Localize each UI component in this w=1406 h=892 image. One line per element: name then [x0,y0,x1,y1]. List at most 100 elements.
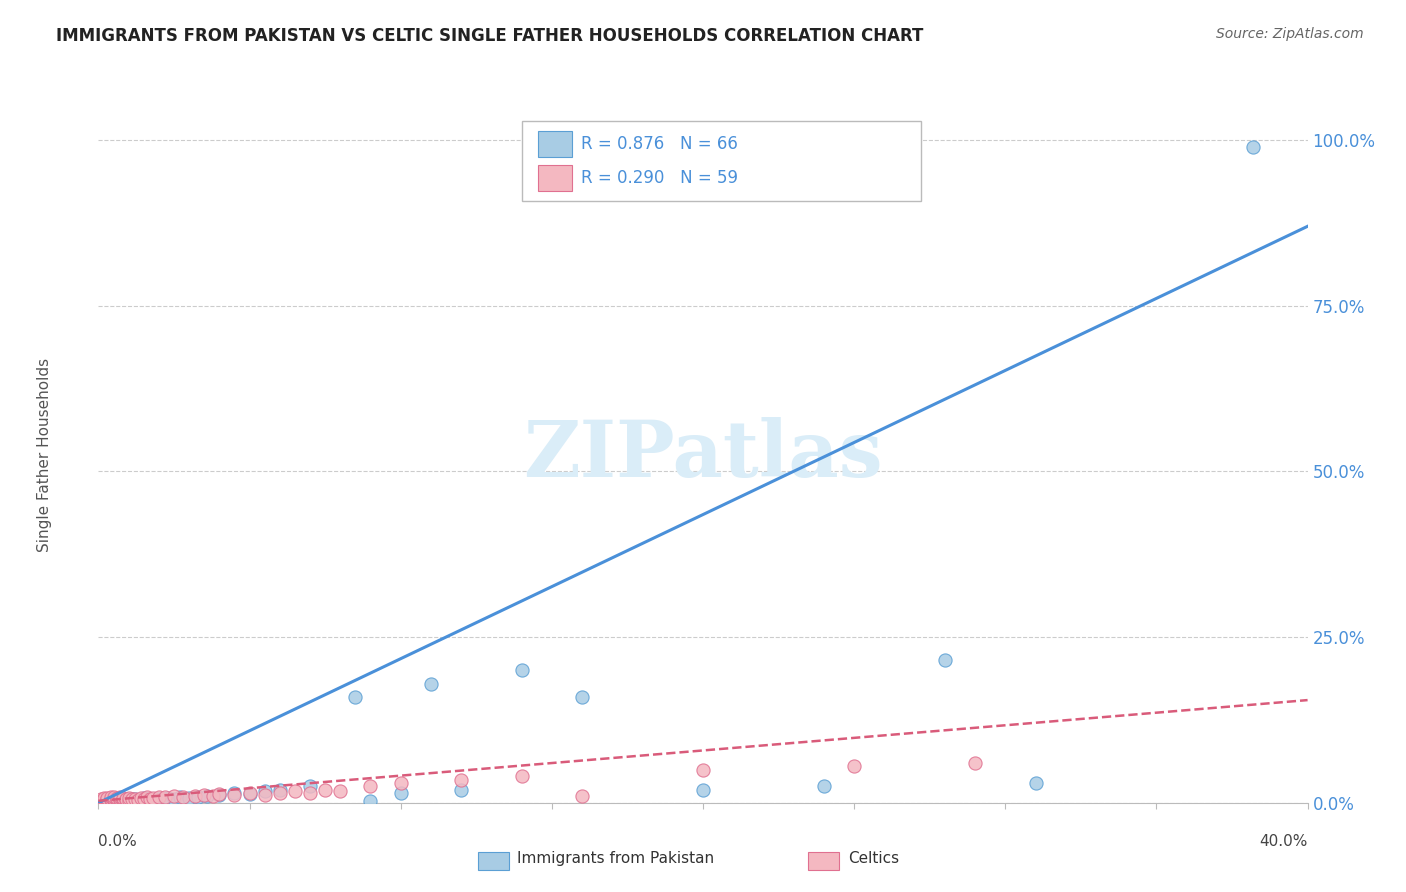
Point [450,772,472,787]
Point [132,792,155,806]
Point [121,794,143,808]
Point [118,791,141,805]
Point [163,789,186,804]
Point [105,794,128,808]
Point [96,794,118,808]
Point [118,795,141,809]
Point [135,790,157,805]
Point [127,794,149,808]
Point [253,784,276,798]
Point [100,793,122,807]
Point [132,794,155,808]
Point [224,788,246,802]
Point [314,782,336,797]
Point [100,790,122,805]
Point [284,784,307,798]
Point [179,791,201,805]
Point [93,794,115,808]
Point [111,791,134,805]
Point [114,795,136,809]
Point [253,788,276,802]
Point [239,787,262,801]
Point [105,794,128,808]
Point [103,794,125,808]
Point [184,789,207,804]
Text: 0.0%: 0.0% [98,834,138,849]
Point [103,792,125,806]
Point [100,794,122,808]
Point [93,794,115,808]
Point [114,793,136,807]
Point [90,794,112,808]
Point [156,791,179,805]
Point [571,789,593,804]
Point [360,794,382,808]
Point [239,786,262,800]
Point [202,789,225,804]
Point [118,794,141,808]
Point [153,792,176,806]
Point [127,793,149,807]
Point [139,792,162,806]
Point [108,794,131,808]
Point [100,795,122,809]
Point [96,792,118,806]
Point [90,795,112,809]
Text: Celtics: Celtics [848,851,898,865]
Point [111,793,134,807]
Point [571,690,593,704]
Text: Single Father Households: Single Father Households [37,358,52,552]
Point [172,790,194,805]
Point [118,792,141,806]
Text: R = 0.876   N = 66: R = 0.876 N = 66 [581,136,738,153]
Point [208,787,231,801]
Point [420,676,443,690]
Point [96,793,118,807]
Point [124,792,146,806]
Point [129,793,152,807]
Point [148,792,170,806]
Point [111,792,134,806]
Point [93,795,115,809]
Point [510,769,533,783]
Text: Immigrants from Pakistan: Immigrants from Pakistan [517,851,714,865]
Point [1241,140,1264,154]
Point [108,793,131,807]
Point [169,790,191,805]
Text: 40.0%: 40.0% [1260,834,1308,849]
Point [100,793,122,807]
Point [934,653,956,667]
Point [90,794,112,808]
Point [208,788,231,802]
Point [1024,776,1046,790]
Point [96,791,118,805]
Point [132,791,155,805]
Point [142,793,165,807]
Point [193,788,215,802]
Point [111,795,134,809]
Point [93,791,115,805]
Point [103,790,125,805]
Point [344,690,367,704]
Text: IMMIGRANTS FROM PAKISTAN VS CELTIC SINGLE FATHER HOUSEHOLDS CORRELATION CHART: IMMIGRANTS FROM PAKISTAN VS CELTIC SINGL… [56,27,924,45]
Point [299,786,322,800]
Point [103,795,125,809]
Point [692,782,714,797]
Point [103,792,125,806]
Point [187,790,209,805]
Point [121,792,143,806]
Point [96,795,118,809]
Point [153,789,176,804]
Point [103,793,125,807]
Point [114,793,136,807]
Point [329,784,352,798]
Point [96,794,118,808]
Point [148,790,170,805]
Point [111,794,134,808]
Point [510,663,533,677]
Point [108,795,131,809]
Text: R = 0.290   N = 59: R = 0.290 N = 59 [581,169,738,186]
Point [813,779,835,793]
Point [150,792,173,806]
Point [692,763,714,777]
